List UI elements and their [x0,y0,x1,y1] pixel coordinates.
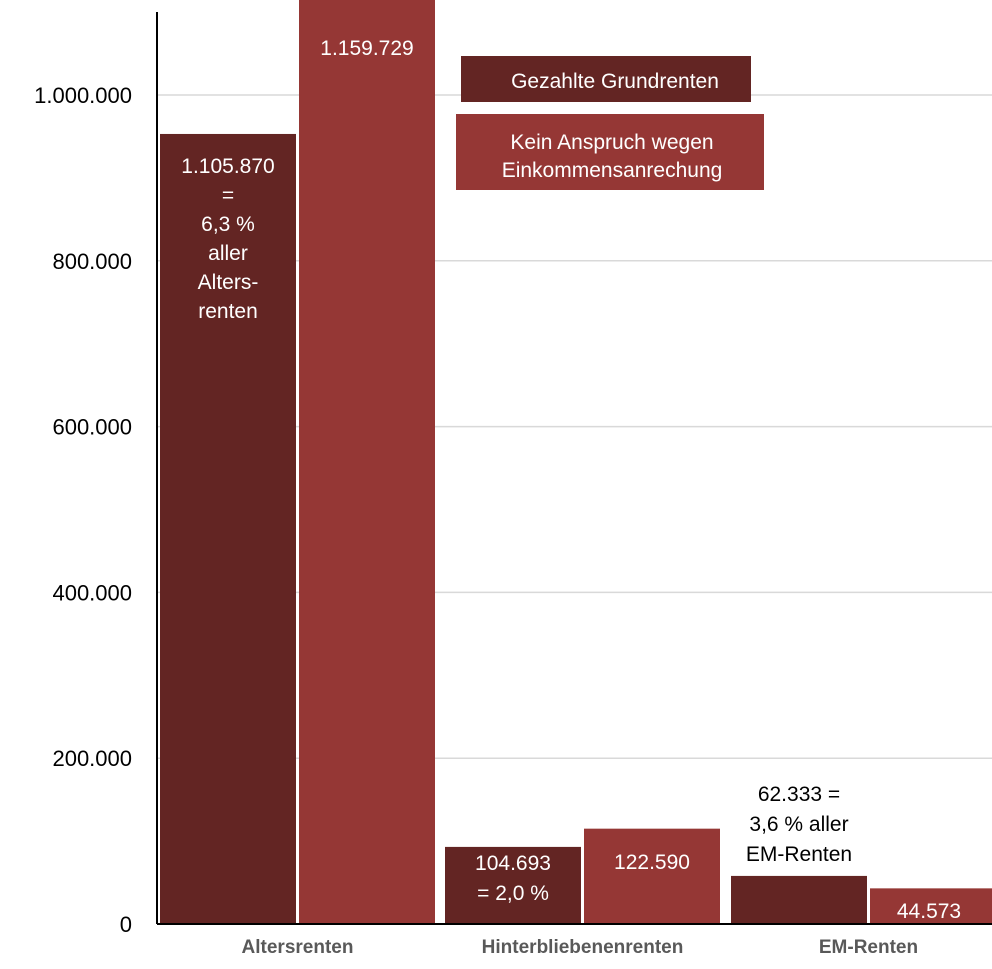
x-category-label: Hinterbliebenenrenten [482,937,684,958]
y-tick-label: 800.000 [52,249,132,274]
legend-kein-anspruch-label: Kein Anspruch wegen Einkommensanrechung [502,131,723,182]
legend-gezahlte-grundrenten-swatch [461,56,751,102]
y-tick-label: 400.000 [52,580,132,605]
bar-gezahlt-0 [160,133,296,924]
data-label: 44.573 [897,900,961,923]
data-label: 122.590 [614,851,690,874]
y-tick-label: 1.000.000 [34,83,132,108]
x-category-label: EM-Renten [819,937,918,958]
bar-kein-anspruch-1 [584,828,720,924]
y-tick-label: 0 [120,912,132,937]
data-label: 104.693 = 2,0 % [475,852,551,905]
data-label: 62.333 = 3,6 % aller EM-Renten [746,783,852,866]
y-tick-label: 600.000 [52,415,132,440]
bar-kein-anspruch-0 [299,0,435,925]
x-category-label: Altersrenten [242,937,354,958]
data-label: 1.159.729 [320,37,413,60]
y-tick-label: 200.000 [52,746,132,771]
bar-gezahlt-2 [731,875,867,924]
legend-gezahlte-grundrenten-label: Gezahlte Grundrenten [511,70,719,93]
legend-kein-anspruch-swatch [456,114,764,190]
bar-kein-anspruch-2 [870,888,992,924]
data-label: 1.105.870 = 6,3 % aller Alters-renten [181,155,274,323]
bar-gezahlt-1 [445,846,581,924]
